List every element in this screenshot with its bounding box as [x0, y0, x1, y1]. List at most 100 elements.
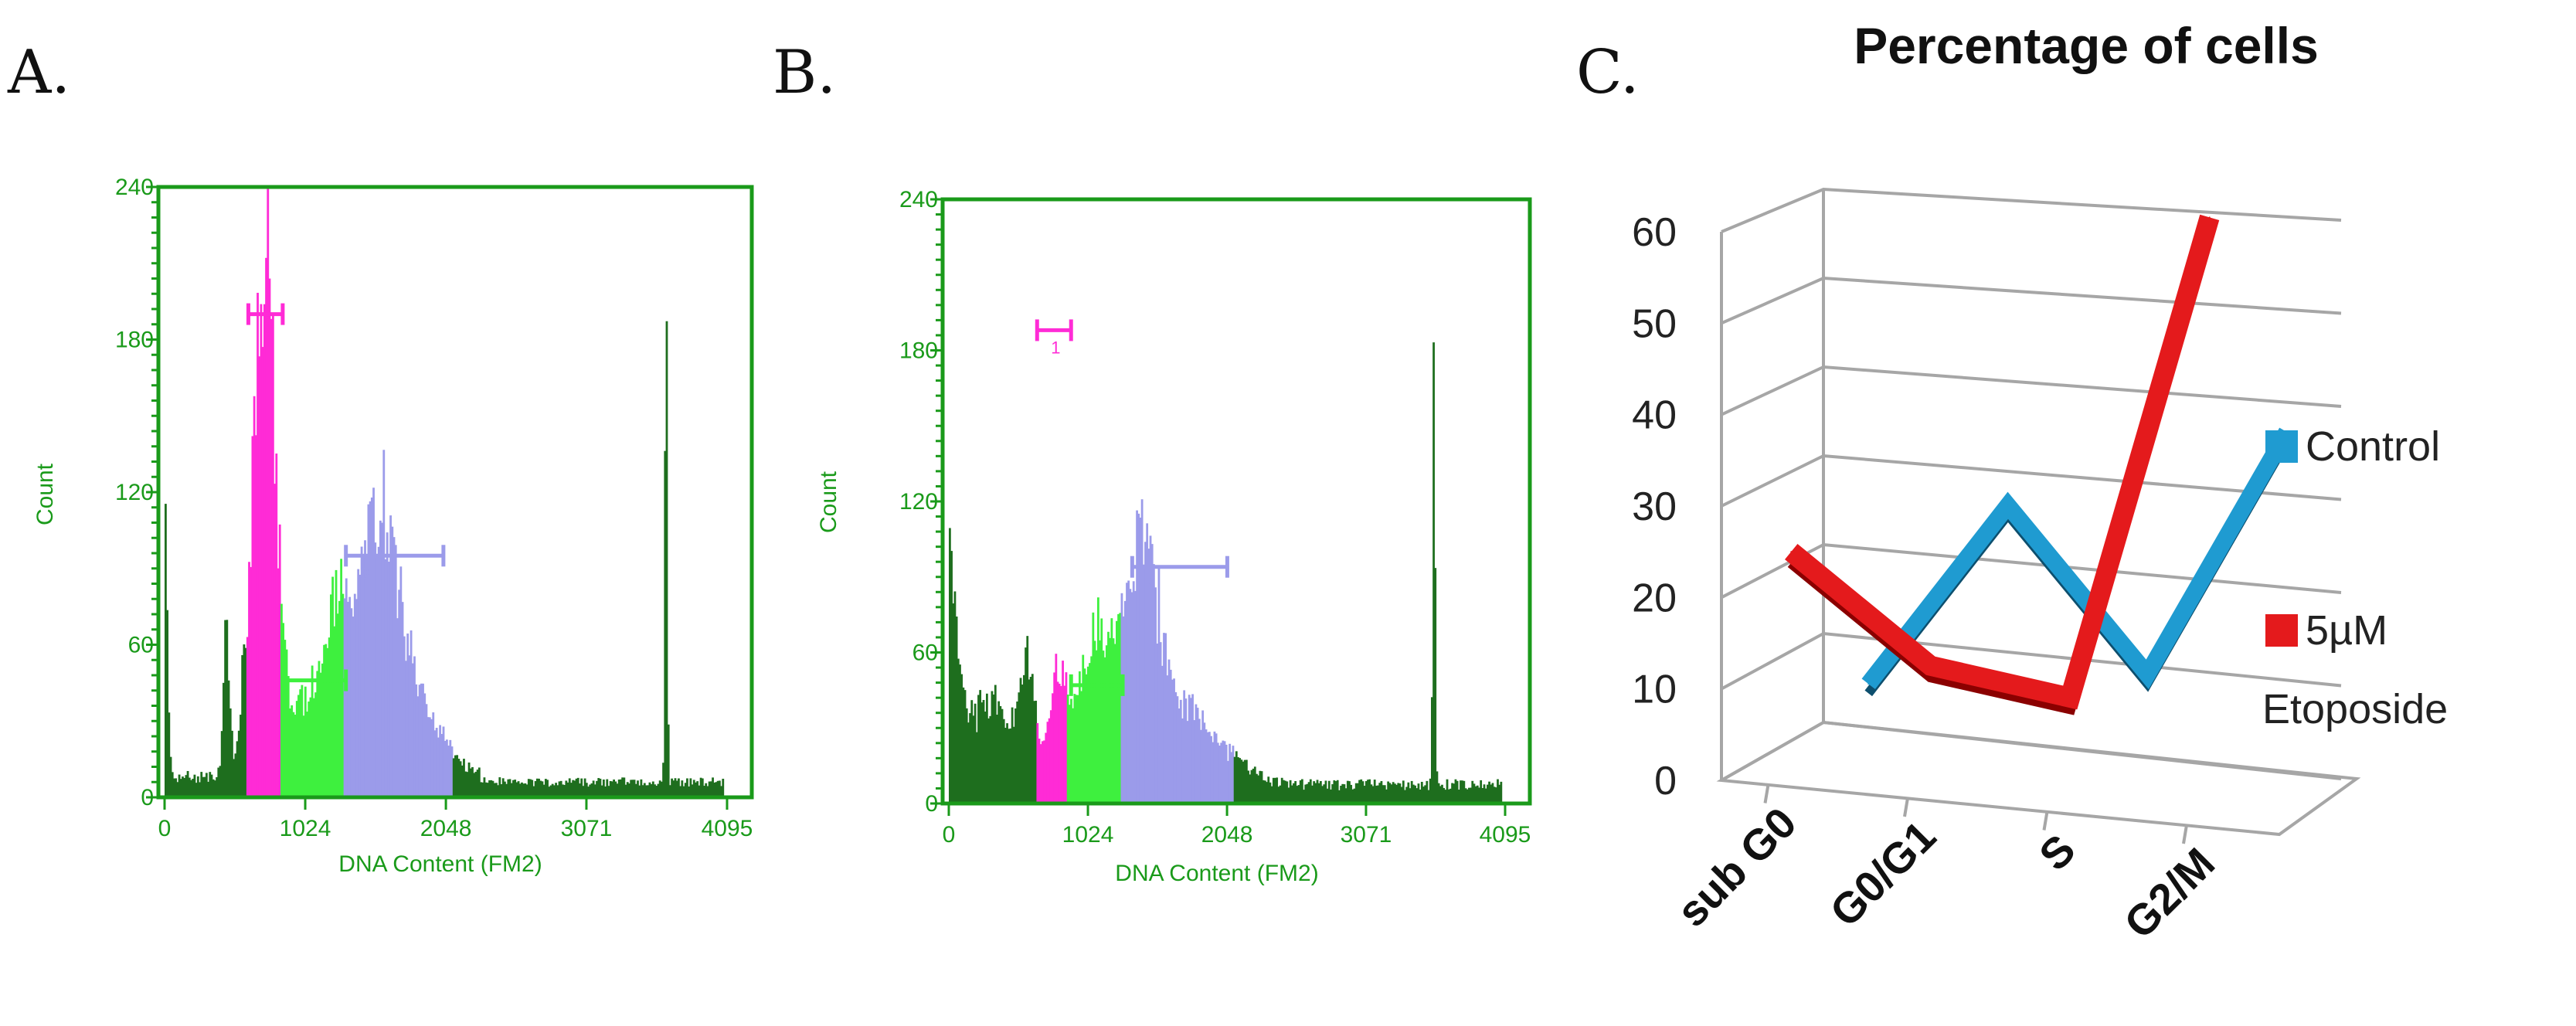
legend-label-etoposide-line1: 5µM: [2306, 607, 2387, 654]
histogram-b-bar: [1053, 672, 1056, 803]
histogram-a-y-tick-label: 180: [115, 328, 154, 353]
histogram-a-bar: [401, 602, 404, 797]
histogram-b-bar: [1009, 728, 1012, 803]
histogram-a-bar: [326, 647, 329, 797]
histogram-b-bar: [1414, 785, 1416, 803]
histogram-b-bar: [1397, 783, 1400, 803]
panel-c-series-control: [1861, 427, 2295, 697]
histogram-b-bar: [1286, 781, 1289, 803]
histogram-a-bar: [535, 778, 539, 797]
histogram-a-bar: [539, 780, 542, 797]
histogram-b-bar: [1213, 731, 1216, 803]
histogram-b-bar: [1313, 781, 1316, 803]
histogram-b-bar: [1377, 785, 1379, 803]
histogram-b-bar: [1102, 651, 1105, 803]
histogram-b-bar: [1474, 786, 1477, 803]
histogram-b-bar: [1357, 783, 1359, 803]
histogram-b-bar: [1184, 698, 1188, 803]
histogram-a-bar: [522, 783, 525, 797]
panel-c-point-subg0: [1790, 551, 1793, 553]
histogram-b-bar: [1420, 781, 1423, 803]
histogram-a-bar: [282, 623, 285, 797]
histogram-b-bar: [1195, 704, 1198, 803]
histogram-b-bar: [1463, 780, 1466, 803]
histogram-a-bar: [454, 755, 457, 797]
histogram-a-bar: [301, 685, 304, 797]
histogram-a-bar: [490, 780, 493, 797]
histogram-b-bar: [952, 603, 955, 803]
histogram-a-bar: [497, 785, 499, 797]
histogram-a-bar: [695, 782, 697, 797]
histogram-a-bar: [549, 785, 552, 797]
histogram-b-bar: [1466, 789, 1469, 803]
histogram-a-bar: [202, 776, 205, 797]
histogram-a-bar: [501, 778, 505, 797]
histogram-b-bar: [1025, 647, 1027, 803]
histogram-a-bar: [311, 665, 314, 797]
histogram-b-bar: [1206, 732, 1209, 803]
histogram-a-bar: [353, 593, 356, 797]
histogram-b-bar: [1256, 773, 1258, 803]
histogram-b-bar: [1470, 787, 1472, 803]
histogram-a-bar: [517, 781, 520, 797]
panel-c-y-tick-label: 50: [1632, 301, 1677, 346]
histogram-a-bar: [493, 783, 496, 797]
histogram-a-bar: [570, 783, 573, 797]
histogram-a-bar: [285, 649, 288, 797]
histogram-a-bar: [672, 780, 675, 797]
histogram-a-bar: [469, 768, 472, 797]
histogram-b-bar: [1171, 679, 1174, 803]
histogram-a-bar: [280, 603, 283, 797]
histogram-a-bar: [199, 782, 201, 797]
histogram-b-bar: [972, 715, 975, 803]
histogram-a-bar: [616, 783, 619, 797]
panel-letter-b: B.: [773, 38, 836, 107]
histogram-a-bar: [241, 654, 244, 797]
histogram-a-bar: [698, 785, 701, 797]
histogram-b-bar: [1344, 788, 1347, 803]
histogram-a-bar: [446, 739, 448, 797]
histogram-a-bar: [555, 783, 557, 797]
histogram-b-bar: [1434, 568, 1437, 803]
histogram-a-bar: [244, 647, 247, 797]
histogram-a-bar: [319, 672, 322, 797]
histogram-b-bar: [1468, 787, 1470, 803]
histogram-b-bar: [1122, 616, 1125, 803]
histogram-b-bar: [1260, 771, 1263, 803]
histogram-a-bar: [257, 292, 259, 797]
histogram-a-x-tick-label: 3071: [561, 816, 613, 841]
histogram-a-bar: [369, 501, 372, 797]
histogram-a-bar: [321, 663, 324, 797]
histogram-b-bar: [1216, 742, 1219, 803]
histogram-a-bar: [443, 740, 447, 797]
histogram-b-bar: [987, 718, 990, 803]
histogram-a-bar: [386, 532, 389, 797]
histogram-b-bar: [1460, 780, 1462, 803]
histogram-b-bar: [1154, 587, 1157, 803]
histogram-a-bar: [396, 618, 399, 797]
histogram-b-bar: [1454, 779, 1457, 803]
histogram-b-bar: [1267, 776, 1270, 803]
histogram-a-bar: [277, 568, 280, 797]
histogram-b-bar: [1060, 685, 1062, 803]
histogram-a-bar: [328, 637, 331, 797]
histogram-a-bar: [626, 782, 629, 797]
histogram-b-bar: [1264, 780, 1266, 803]
histogram-b-bar: [1283, 780, 1285, 803]
histogram-b-bar: [1036, 722, 1039, 803]
panel-c-gridline: [1721, 365, 2342, 416]
histogram-a-bar: [308, 702, 311, 797]
histogram-b-bar: [992, 694, 995, 803]
histogram-b-bar: [1198, 719, 1201, 803]
histogram-b-bar: [1066, 695, 1069, 803]
histogram-b-bar: [1178, 708, 1181, 803]
histogram-b-bar: [1375, 785, 1378, 803]
histogram-a-bar: [350, 608, 353, 797]
histogram-b-bar: [1370, 784, 1373, 803]
histogram-b-bar: [970, 700, 974, 803]
histogram-b-bar: [1378, 783, 1381, 803]
histogram-b-bar: [1274, 777, 1276, 803]
histogram-b-bar: [1075, 695, 1078, 803]
histogram-a-bar: [415, 684, 418, 797]
histogram-b-bar: [996, 715, 998, 803]
